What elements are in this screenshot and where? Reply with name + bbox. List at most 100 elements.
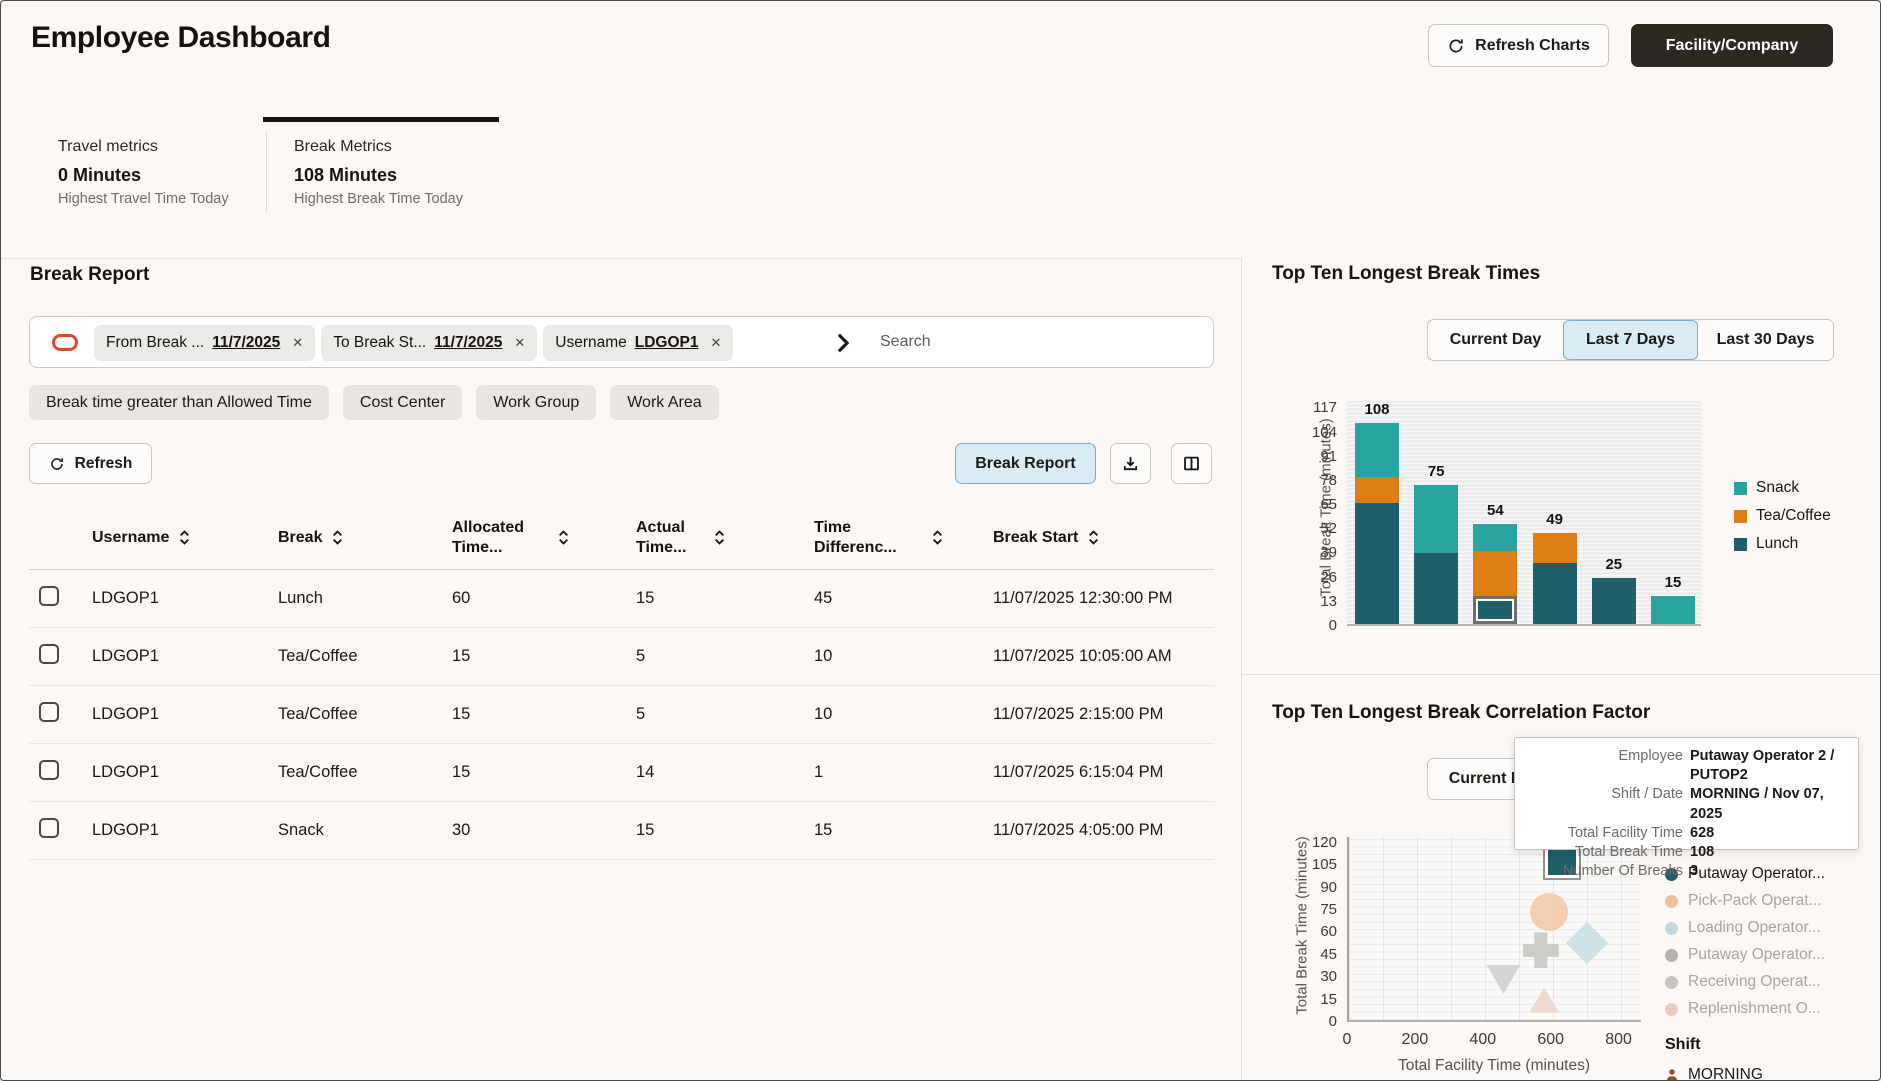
bar-segment-lunch[interactable] bbox=[1355, 503, 1399, 624]
bar-segment-snack[interactable] bbox=[1651, 596, 1695, 624]
legend-item-employee[interactable]: Replenishment O... bbox=[1665, 1000, 1865, 1018]
quick-filter-chip[interactable]: Work Area bbox=[610, 385, 719, 420]
column-header[interactable]: Break Start bbox=[993, 528, 1214, 548]
range-button-current-day[interactable]: Current Day bbox=[1449, 331, 1542, 348]
legend-swatch bbox=[1734, 481, 1747, 495]
legend-item-employee[interactable]: Putaway Operator... bbox=[1665, 865, 1865, 883]
tooltip-label: Shift / Date bbox=[1611, 786, 1683, 803]
bar-segment-snack[interactable] bbox=[1355, 423, 1399, 478]
break-report-toggle-button[interactable]: Break Report bbox=[955, 443, 1096, 484]
sort-icon[interactable] bbox=[932, 529, 943, 546]
column-header[interactable]: Username bbox=[92, 528, 278, 548]
bar-segment-lunch[interactable] bbox=[1532, 562, 1577, 624]
remove-filter-icon[interactable]: ✕ bbox=[292, 335, 304, 350]
legend-item-lunch[interactable]: Lunch bbox=[1734, 535, 1831, 553]
legend-dot bbox=[1665, 1002, 1678, 1016]
bar-segment-snack[interactable] bbox=[1473, 523, 1518, 552]
refresh-button[interactable]: Refresh bbox=[29, 443, 152, 484]
row-checkbox[interactable] bbox=[39, 644, 59, 664]
column-header[interactable]: Allocated Time... bbox=[452, 518, 636, 558]
stacked-bar[interactable] bbox=[1355, 423, 1399, 624]
sort-icon[interactable] bbox=[179, 529, 190, 546]
chevron-right-icon[interactable] bbox=[836, 332, 850, 354]
y-tick-label: 30 bbox=[1320, 968, 1337, 986]
legend-item-teacoffee[interactable]: Tea/Coffee bbox=[1734, 507, 1831, 525]
stacked-bar[interactable] bbox=[1651, 596, 1695, 624]
facility-company-button[interactable]: Facility/Company bbox=[1631, 24, 1833, 67]
bar-segment-lunch[interactable] bbox=[1591, 577, 1636, 624]
legend-label: Putaway Operator... bbox=[1688, 946, 1825, 963]
sort-icon[interactable] bbox=[714, 529, 725, 546]
bar-segment-teacoffee[interactable] bbox=[1355, 477, 1399, 504]
column-header[interactable]: Break bbox=[278, 528, 452, 548]
range-button-last-7-days[interactable]: Last 7 Days bbox=[1563, 320, 1698, 360]
table-row: LDGOP1 Snack 30 15 15 11/07/2025 4:05:00 PM bbox=[29, 802, 1214, 860]
bar-chart-legend: Snack Tea/Coffee Lunch bbox=[1734, 479, 1831, 553]
table-cell: LDGOP1 bbox=[92, 821, 159, 839]
tab-break-metrics[interactable]: Break Metrics 108 Minutes Highest Break … bbox=[294, 138, 463, 207]
row-checkbox[interactable] bbox=[39, 818, 59, 838]
stacked-bar[interactable] bbox=[1414, 484, 1459, 624]
table-cell: 11/07/2025 6:15:04 PM bbox=[993, 763, 1164, 781]
tooltip-label: Total Break Time bbox=[1575, 844, 1683, 861]
bar-segment-lunch[interactable] bbox=[1473, 596, 1518, 624]
sort-icon[interactable] bbox=[332, 529, 343, 546]
refresh-charts-button[interactable]: Refresh Charts bbox=[1428, 24, 1609, 67]
filter-search-bar[interactable]: From Break ... 11/7/2025 ✕ To Break St... 11… bbox=[29, 316, 1214, 368]
columns-button[interactable] bbox=[1171, 443, 1212, 484]
download-button[interactable] bbox=[1110, 443, 1151, 484]
table-cell: 1 bbox=[814, 763, 824, 781]
row-checkbox[interactable] bbox=[39, 586, 59, 606]
y-tick-label: 120 bbox=[1311, 833, 1337, 851]
filter-chip[interactable]: Username LDGOP1 ✕ bbox=[543, 325, 734, 361]
column-header[interactable]: Actual Time... bbox=[636, 518, 814, 558]
legend-item-snack[interactable]: Snack bbox=[1734, 479, 1831, 497]
scatter-point-diamond[interactable] bbox=[1565, 921, 1608, 965]
quick-filter-chip[interactable]: Break time greater than Allowed Time bbox=[29, 385, 329, 420]
tab-travel-metrics[interactable]: Travel metrics 0 Minutes Highest Travel … bbox=[58, 138, 229, 207]
legend-item-employee[interactable]: Loading Operator... bbox=[1665, 919, 1865, 937]
bar-value-label: 54 bbox=[1487, 501, 1504, 519]
quick-filter-chip[interactable]: Cost Center bbox=[342, 385, 463, 420]
legend-item-employee[interactable]: Receiving Operat... bbox=[1665, 973, 1865, 991]
shift-legend-item[interactable]: MORNING bbox=[1665, 1066, 1865, 1080]
bar-value-label: 15 bbox=[1664, 574, 1682, 592]
stacked-bar[interactable] bbox=[1591, 577, 1636, 624]
filter-chip[interactable]: From Break ... 11/7/2025 ✕ bbox=[94, 325, 316, 361]
bar-segment-snack[interactable] bbox=[1414, 484, 1459, 554]
table-cell: 15 bbox=[452, 705, 471, 723]
row-checkbox[interactable] bbox=[39, 702, 59, 722]
scatter-point-triangle-up[interactable] bbox=[1529, 987, 1560, 1013]
stacked-bar[interactable] bbox=[1473, 523, 1518, 624]
table-cell: 15 bbox=[636, 821, 655, 839]
sort-icon[interactable] bbox=[558, 529, 569, 546]
scatter-point-plus[interactable] bbox=[1522, 932, 1559, 969]
scatter-point-circle[interactable] bbox=[1530, 892, 1569, 931]
bar-segment-lunch[interactable] bbox=[1414, 553, 1459, 624]
filter-chip-label: From Break ... bbox=[106, 334, 205, 351]
checkbox-cell bbox=[29, 702, 92, 727]
bar-segment-teacoffee[interactable] bbox=[1532, 532, 1577, 563]
legend-item-employee[interactable]: Pick-Pack Operat... bbox=[1665, 892, 1865, 910]
quick-filter-chip[interactable]: Work Group bbox=[476, 385, 597, 420]
y-tick-label: 104 bbox=[1311, 423, 1337, 441]
table-row: LDGOP1 Tea/Coffee 15 5 10 11/07/2025 2:15:00 … bbox=[29, 686, 1214, 744]
filter-manager-icon[interactable] bbox=[52, 334, 78, 351]
chart-tooltip: Employee Putaway Operator 2 / PUTOP2 Shift… bbox=[1514, 737, 1859, 879]
bar-segment-teacoffee[interactable] bbox=[1473, 551, 1518, 597]
sort-icon[interactable] bbox=[1088, 529, 1099, 546]
column-header-label: Time Differenc... bbox=[814, 518, 897, 556]
column-header[interactable]: Time Differenc... bbox=[814, 518, 993, 558]
filter-chip[interactable]: To Break St... 11/7/2025 ✕ bbox=[321, 325, 538, 361]
remove-filter-icon[interactable]: ✕ bbox=[710, 335, 722, 350]
remove-filter-icon[interactable]: ✕ bbox=[514, 335, 526, 350]
range-button-last-30-days[interactable]: Last 30 Days bbox=[1716, 331, 1815, 348]
legend-item-employee[interactable]: Putaway Operator... bbox=[1665, 946, 1865, 964]
legend-label: Snack bbox=[1756, 479, 1800, 496]
column-header-label: Actual Time... bbox=[636, 518, 687, 556]
stacked-bar[interactable] bbox=[1532, 532, 1577, 624]
scatter-point-triangle-down[interactable] bbox=[1486, 964, 1521, 994]
y-tick-label: 52 bbox=[1320, 520, 1337, 538]
row-checkbox[interactable] bbox=[39, 760, 59, 780]
search-input[interactable]: Search bbox=[880, 333, 931, 350]
